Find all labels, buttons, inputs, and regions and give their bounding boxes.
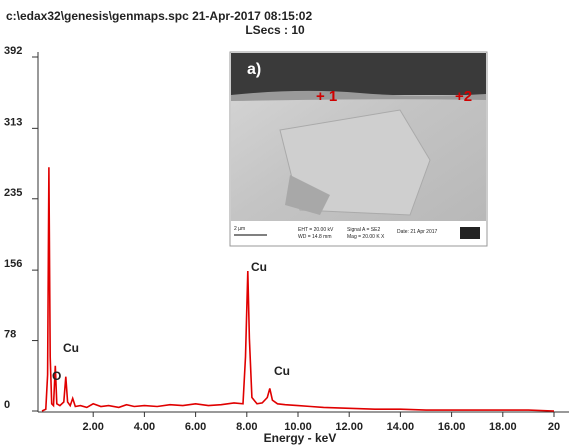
info-text: Date: 21 Apr 2017: [397, 229, 438, 235]
info-text: EHT = 20.00 kV: [298, 227, 334, 233]
scale-text: 2 µm: [234, 226, 245, 232]
plot: 0 78 156 235 313 392 2.00 4.00 6.00 8.00 10.00 12.0…: [4, 45, 560, 433]
x-tick-label: 6.00: [185, 421, 206, 433]
info-text: Mag = 20.00 K X: [347, 234, 385, 240]
y-tick-label: 156: [4, 258, 22, 270]
x-axis-label: Energy - keV: [264, 431, 337, 445]
peak-label: Cu: [251, 260, 267, 274]
x-tick-label: 4.00: [134, 421, 155, 433]
x-tick-label: 14.00: [387, 421, 415, 433]
x-tick-label: 12.00: [335, 421, 363, 433]
point-label: + 1: [316, 88, 337, 105]
sem-grain: [285, 175, 330, 215]
inset-label: a): [247, 61, 261, 78]
y-tick-label: 313: [4, 116, 22, 128]
peak-label: O: [52, 369, 61, 383]
x-tick-label: 18.00: [489, 421, 517, 433]
chart-title: c:\edax32\genesis\genmaps.spc 21-Apr-201…: [6, 9, 312, 23]
spectrum-line: [41, 167, 555, 412]
y-tick-label: 78: [4, 329, 16, 341]
point-label: +2: [455, 88, 472, 105]
x-tick-label: 10.00: [284, 421, 312, 433]
x-tick-label: 8.00: [236, 421, 257, 433]
x-tick-label: 20: [548, 421, 560, 433]
y-tick-label: 392: [4, 45, 22, 57]
logo: [460, 227, 480, 239]
x-tick-label: 2.00: [82, 421, 103, 433]
chart-subtitle: LSecs : 10: [245, 23, 305, 37]
sem-layer: [231, 53, 486, 95]
x-tick-label: 16.00: [438, 421, 466, 433]
peak-label: Cu: [274, 364, 290, 378]
y-tick-label: 235: [4, 187, 22, 199]
inset-image: a) + 1 +2 2 µm EHT = 20.00 kV WD = 14.8 …: [229, 51, 488, 247]
peak-label: Cu: [63, 341, 79, 355]
sem-interface: [231, 90, 486, 101]
info-text: WD = 14.8 mm: [298, 234, 331, 240]
info-text: Signal A = SE2: [347, 227, 380, 233]
y-tick-label: 0: [4, 399, 10, 411]
